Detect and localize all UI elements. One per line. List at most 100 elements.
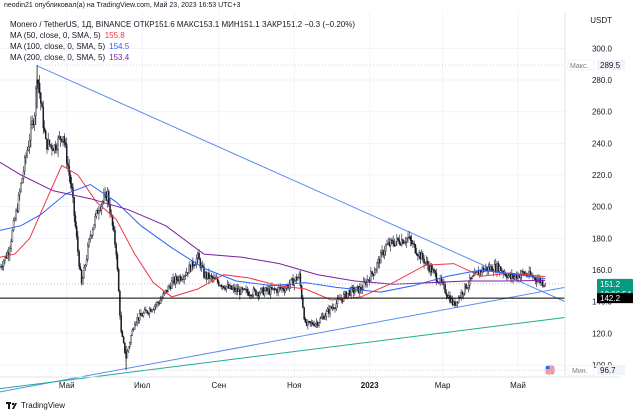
legend-ma-200[interactable]: MA (200, close, 0, SMA, 5) 153.4 xyxy=(10,53,129,62)
candle-body xyxy=(386,243,388,246)
candle-body xyxy=(230,285,232,290)
published-by-line: neodin21 опубликовал(а) на TradingView.c… xyxy=(4,2,241,9)
y-tick-label: 200.0 xyxy=(592,203,613,212)
candle-body xyxy=(143,309,146,314)
candle-body xyxy=(308,321,310,323)
candle-body xyxy=(108,191,110,205)
candle-body xyxy=(440,277,443,283)
x-tick-label: Ноя xyxy=(287,381,302,390)
candle-body xyxy=(193,265,195,267)
candle-body xyxy=(229,285,231,289)
candle-body xyxy=(187,272,189,274)
candle-body xyxy=(19,190,21,196)
candle-body xyxy=(117,269,120,292)
candle-body xyxy=(402,239,404,244)
candle-body xyxy=(372,273,375,276)
candle-body xyxy=(198,252,200,260)
trendline-lower-support[interactable] xyxy=(0,316,566,390)
candle-body xyxy=(444,284,446,293)
candle-body xyxy=(452,301,455,305)
candle-body xyxy=(268,288,271,295)
candle-body xyxy=(491,266,493,272)
candle-body xyxy=(408,236,410,238)
legend-ma-200-value: 153.4 xyxy=(109,53,130,62)
candle-body xyxy=(541,280,544,287)
candle-body xyxy=(159,299,162,304)
candle-body xyxy=(89,235,92,240)
candle-body xyxy=(464,283,466,294)
trendline-resistance[interactable] xyxy=(36,65,566,303)
candle-body xyxy=(538,278,540,281)
candle-body xyxy=(368,279,371,282)
candle-body xyxy=(79,266,82,271)
candle-body xyxy=(371,271,373,274)
candle-body xyxy=(398,239,401,244)
candle-body xyxy=(305,321,308,326)
candle-body xyxy=(95,210,98,217)
legend-ma-100[interactable]: MA (100, close, 0, SMA, 5) 154.5 xyxy=(10,42,129,51)
legend-ma-50-value: 155.8 xyxy=(104,31,125,40)
candle-body xyxy=(265,287,267,291)
candle-body xyxy=(407,237,409,239)
candle-body xyxy=(375,268,377,273)
candle-body xyxy=(506,275,508,279)
flag-stripe xyxy=(546,372,554,374)
candle-body xyxy=(101,201,104,205)
candle-body xyxy=(171,280,173,289)
candle-body xyxy=(49,144,52,146)
candle-body xyxy=(70,183,73,188)
ma-line-0[interactable] xyxy=(0,164,546,301)
candle-body xyxy=(44,130,47,140)
max-label: Макс. xyxy=(570,63,588,70)
ma-line-2[interactable] xyxy=(0,161,546,285)
ma-line-1[interactable] xyxy=(0,183,546,293)
candle-body xyxy=(20,182,22,192)
us-flag-event-icon[interactable] xyxy=(544,364,556,376)
legend-ma-50[interactable]: MA (50, close, 0, SMA, 5) 155.8 xyxy=(10,31,125,40)
candle-body xyxy=(459,296,461,298)
candle-body xyxy=(248,294,251,296)
candle-body xyxy=(72,187,74,198)
candle-body xyxy=(241,287,244,290)
candle-body xyxy=(315,322,318,325)
candle-body xyxy=(480,270,482,273)
candle-body xyxy=(157,301,159,304)
candle-body xyxy=(321,315,324,318)
candle-body xyxy=(2,260,5,267)
candle-body xyxy=(415,252,418,256)
candle-body xyxy=(328,308,330,314)
candle-body xyxy=(239,289,241,295)
y-tick-label: 240.0 xyxy=(592,139,613,148)
min-label-box xyxy=(567,364,595,376)
candle-body xyxy=(122,336,125,343)
candle-body xyxy=(276,289,278,293)
candle-body xyxy=(87,245,89,260)
min-label: Мин. xyxy=(572,368,588,375)
max-value: 289.5 xyxy=(600,61,621,70)
trendline-support[interactable] xyxy=(0,286,566,393)
candle-body xyxy=(324,315,326,320)
candle-body xyxy=(334,308,336,310)
symbol-ohlc-line: Monero / TetherUS, 1Д, BINANCE ОТКР151.6… xyxy=(10,20,356,29)
candle-body xyxy=(399,243,402,246)
candle-body xyxy=(205,272,208,279)
candle-body xyxy=(31,120,33,125)
candle-body xyxy=(403,242,406,244)
tradingview-logo-icon xyxy=(6,401,17,409)
candle-body xyxy=(234,287,236,292)
candle-body xyxy=(56,149,58,151)
candle-body xyxy=(231,288,234,290)
candle-body xyxy=(140,313,142,316)
candle-body xyxy=(376,262,378,270)
candle-body xyxy=(153,305,156,310)
x-tick-label: Май xyxy=(510,381,526,390)
candle-body xyxy=(253,288,256,291)
candle-body xyxy=(383,250,386,256)
candle-body xyxy=(404,241,407,243)
candle-body xyxy=(485,267,487,270)
candle-body xyxy=(151,309,153,312)
candle-body xyxy=(240,287,242,295)
candle-body xyxy=(387,242,389,245)
candle-body xyxy=(199,259,202,268)
